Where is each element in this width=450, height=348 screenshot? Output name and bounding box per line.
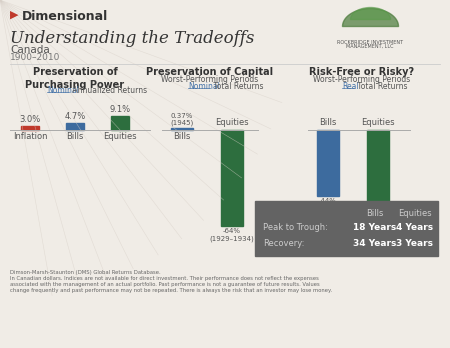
Text: Worst-Performing Periods: Worst-Performing Periods [162,75,259,84]
Text: 1900–2010: 1900–2010 [10,53,60,62]
Text: Equities: Equities [361,118,395,127]
Text: Risk-Free or Risky?: Risk-Free or Risky? [310,67,414,77]
Bar [111,116,129,130]
Bar [21,126,39,130]
Text: 18 Years: 18 Years [353,223,396,232]
Text: Canada: Canada [10,45,50,55]
Text: Bills: Bills [366,209,384,218]
Text: -44%
(1934–1951): -44% (1934–1951) [306,198,351,212]
Bar [317,130,339,196]
Text: associated with the management of an actual portfolio. Past performance is not a: associated with the management of an act… [10,282,320,287]
Text: Bills: Bills [173,132,191,141]
Text: Understanding the Tradeoffs: Understanding the Tradeoffs [10,30,254,47]
Text: Equities: Equities [103,132,137,141]
Text: Total Returns: Total Returns [211,82,264,91]
Text: -64%
(1929–1934): -64% (1929–1934) [210,228,254,242]
Bar [367,130,389,213]
Text: Recovery:: Recovery: [263,239,304,248]
Text: Preservation of
Purchasing Power: Preservation of Purchasing Power [26,67,125,90]
Text: Annualized Returns: Annualized Returns [70,86,147,95]
Text: Nominal: Nominal [188,82,220,91]
Text: In Canadian dollars. Indices are not available for direct investment. Their perf: In Canadian dollars. Indices are not ava… [10,276,319,281]
Text: 3 Years: 3 Years [396,239,433,248]
Text: Nominal: Nominal [47,86,79,95]
Text: Worst-Performing Periods: Worst-Performing Periods [313,75,410,84]
Text: 3.0%: 3.0% [19,114,40,124]
Text: 34 Years: 34 Years [353,239,397,248]
Bar [171,128,193,130]
Text: Peak to Trough:: Peak to Trough: [263,223,328,232]
Text: Dimensional: Dimensional [22,10,108,23]
Text: Dimson-Marsh-Staunton (DMS) Global Returns Database.: Dimson-Marsh-Staunton (DMS) Global Retur… [10,270,161,275]
Text: 4.7%: 4.7% [64,112,86,121]
Text: change frequently and past performance may not be repeated. There is always the : change frequently and past performance m… [10,288,332,293]
Text: 9.1%: 9.1% [109,105,130,114]
Bar [255,201,438,256]
Text: Real: Real [342,82,359,91]
Bar [66,123,84,130]
Text: Inflation: Inflation [13,132,47,141]
Text: Equities: Equities [398,209,432,218]
Text: ▶: ▶ [10,10,18,20]
Text: 0.37%
(1945): 0.37% (1945) [171,112,194,126]
Text: Bills: Bills [320,118,337,127]
Text: -55%
(1929–1932): -55% (1929–1932) [356,214,400,228]
Text: Preservation of Capital: Preservation of Capital [146,67,274,77]
Text: Total Returns: Total Returns [355,82,408,91]
Text: 4 Years: 4 Years [396,223,433,232]
Text: Equities: Equities [215,118,249,127]
Text: ROCKBRIDGE INVESTMENT: ROCKBRIDGE INVESTMENT [337,40,403,45]
Text: Bills: Bills [66,132,84,141]
Text: MANAGEMENT, LLC: MANAGEMENT, LLC [346,44,394,49]
Bar [221,130,243,226]
